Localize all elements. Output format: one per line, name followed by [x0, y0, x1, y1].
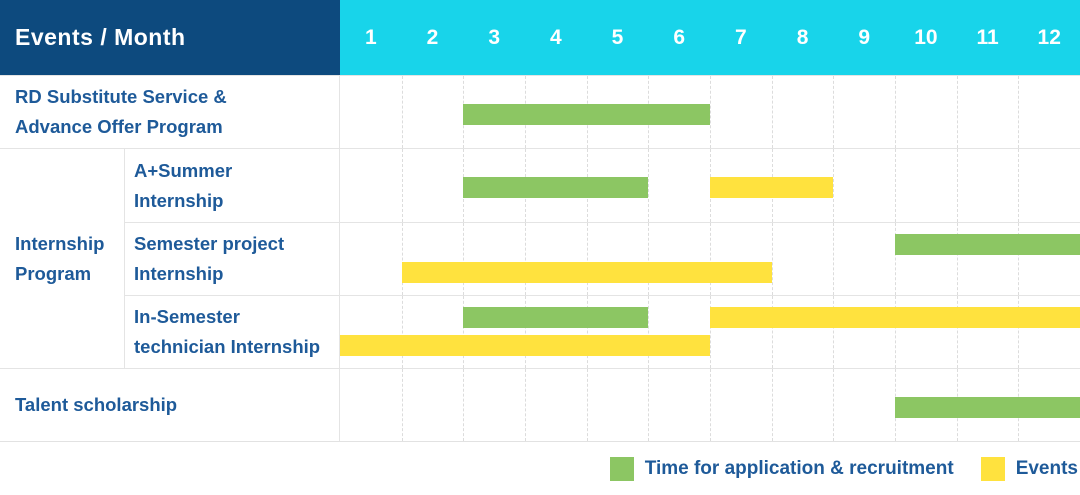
table-header-row: Events / Month 1 2 3 4 5 6 7 8 9 10 11 12: [0, 0, 1080, 75]
month-gridline: [833, 223, 835, 295]
month-gridline: [956, 149, 958, 222]
month-label: 10: [914, 25, 938, 49]
gantt-bar-yellow: [710, 177, 834, 198]
month-gridline: [586, 223, 588, 295]
row-label: A+Summer Internship: [125, 149, 340, 222]
month-label: 7: [735, 25, 747, 49]
month-gridline: [1018, 296, 1020, 368]
gantt-bar-yellow: [401, 262, 772, 283]
month-gridline: [463, 223, 465, 295]
group-sub-rows: A+Summer Internship Semester project Int…: [125, 149, 1080, 368]
month-gridline: [833, 369, 835, 441]
legend-swatch-yellow-icon: [980, 456, 1005, 481]
row-label: In-Semester technician Internship: [125, 296, 340, 368]
month-label: 4: [550, 25, 562, 49]
gantt-lane: [340, 149, 1080, 222]
month-gridline: [586, 296, 588, 368]
row-label: RD Substitute Service & Advance Offer Pr…: [0, 76, 340, 148]
month-gridline: [710, 76, 711, 148]
gantt-bar-green: [895, 234, 1080, 255]
gantt-lane: [340, 223, 1080, 295]
legend-item-events: Events: [980, 456, 1078, 481]
month-gridline: [895, 76, 896, 148]
month-gridline: [833, 296, 835, 368]
month-gridline: [1018, 223, 1020, 295]
month-gridline: [833, 149, 835, 222]
month-gridline: [895, 296, 896, 368]
events-month-header: Events / Month: [0, 0, 340, 75]
gantt-bar-yellow: [340, 335, 710, 356]
month-gridline: [401, 223, 403, 295]
month-gridline: [401, 149, 403, 222]
table-row-talent-scholarship: Talent scholarship: [0, 368, 1080, 441]
legend-swatch-green-icon: [609, 456, 634, 481]
month-gridline: [525, 296, 526, 368]
month-gridline: [648, 296, 650, 368]
table-row-semester-project: Semester project Internship: [125, 222, 1080, 295]
month-gridline: [956, 76, 958, 148]
legend-item-application: Time for application & recruitment: [609, 456, 954, 481]
gantt-bar-yellow: [710, 307, 1080, 328]
gantt-lane: [340, 76, 1080, 148]
month-gridline: [401, 296, 403, 368]
month-gridline: [956, 296, 958, 368]
month-gridline: [956, 223, 958, 295]
month-label: 3: [488, 25, 501, 49]
gantt-bar-green: [895, 397, 1080, 418]
table-row-a-summer: A+Summer Internship: [125, 149, 1080, 222]
month-gridline: [525, 369, 526, 441]
month-gridline: [525, 223, 526, 295]
month-gridline: [895, 149, 896, 222]
gantt-bar-green: [463, 307, 649, 328]
table-row-rd-substitute: RD Substitute Service & Advance Offer Pr…: [0, 75, 1080, 148]
month-gridline: [833, 76, 835, 148]
month-label: 8: [796, 25, 809, 49]
month-gridline: [463, 296, 465, 368]
month-gridline: [1018, 149, 1020, 222]
gantt-bar-green: [463, 104, 710, 125]
month-gridline: [401, 369, 403, 441]
group-label: Internship Program: [0, 149, 125, 368]
month-gridline: [401, 76, 403, 148]
legend: Time for application & recruitment Event…: [0, 442, 1080, 495]
gantt-bar-green: [463, 177, 649, 198]
month-label: 12: [1037, 25, 1061, 49]
month-gridline: [648, 149, 650, 222]
month-gridline: [771, 369, 773, 441]
internship-program-group: Internship Program A+Summer Internship S…: [0, 148, 1080, 368]
month-label: 11: [976, 25, 999, 49]
month-gridline: [586, 369, 588, 441]
month-gridline: [1018, 76, 1020, 148]
month-gridline: [710, 369, 711, 441]
table-row-in-semester: In-Semester technician Internship: [125, 295, 1080, 368]
month-gridline: [463, 369, 465, 441]
month-gridline: [771, 223, 773, 295]
month-gridline: [648, 369, 650, 441]
legend-label: Events: [1015, 457, 1078, 479]
month-label: 1: [364, 25, 377, 49]
month-gridline: [710, 223, 711, 295]
month-gridline: [648, 223, 650, 295]
month-header: 1 2 3 4 5 6 7 8 9 10 11 12: [340, 0, 1080, 75]
month-label: 9: [858, 25, 871, 49]
schedule-table: Events / Month 1 2 3 4 5 6 7 8 9 10 11 12 RD Substi…: [0, 0, 1080, 442]
month-gridline: [710, 296, 711, 368]
month-label: 5: [611, 25, 624, 49]
row-label: Talent scholarship: [0, 369, 340, 441]
month-gridline: [895, 223, 896, 295]
month-gridline: [771, 76, 773, 148]
month-label: 2: [426, 25, 439, 49]
gantt-lane: [340, 369, 1080, 441]
gantt-lane: [340, 296, 1080, 368]
row-label: Semester project Internship: [125, 223, 340, 295]
legend-label: Time for application & recruitment: [644, 457, 954, 479]
month-label: 6: [673, 25, 686, 49]
month-gridline: [771, 296, 773, 368]
